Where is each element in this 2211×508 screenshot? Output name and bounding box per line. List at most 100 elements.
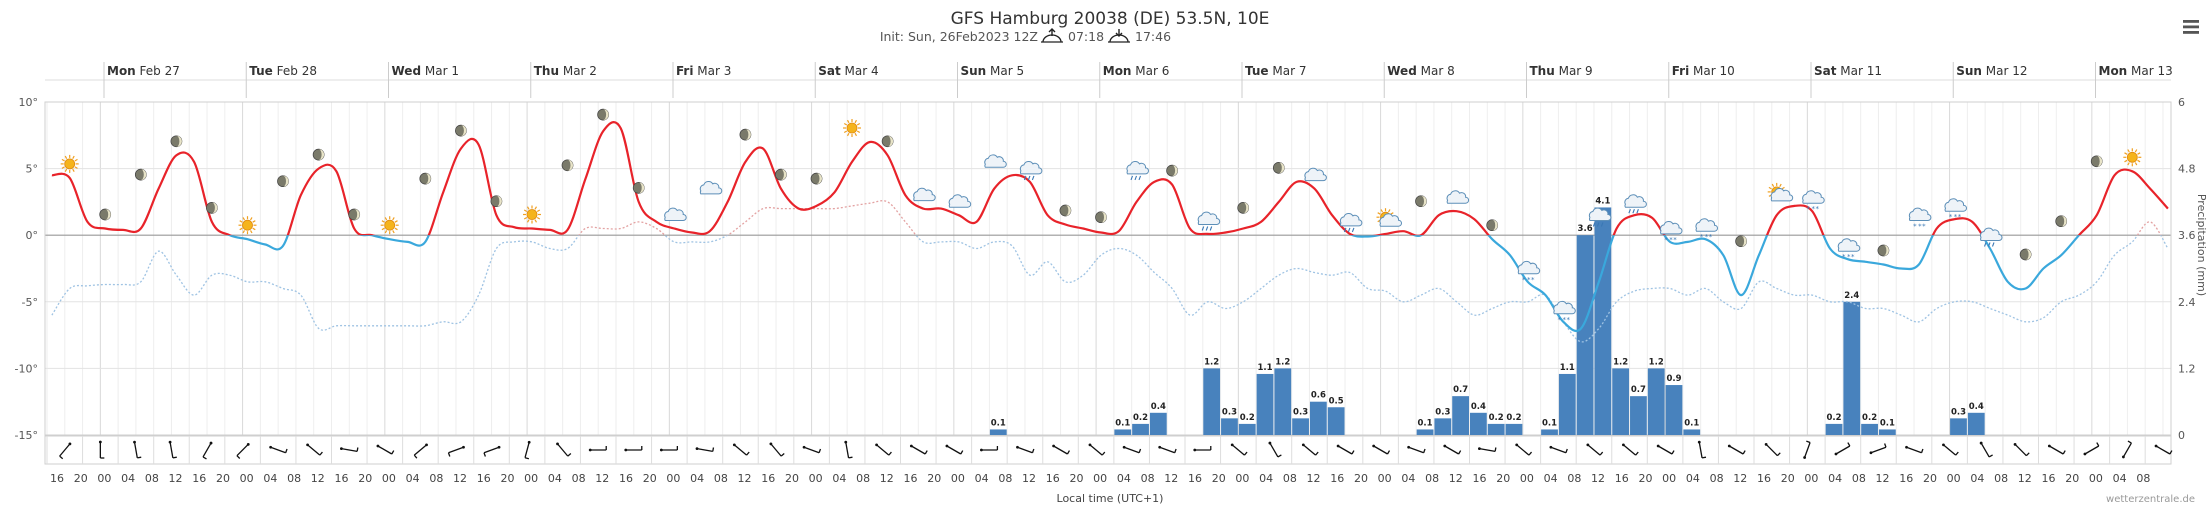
svg-text:*: * bbox=[1664, 236, 1668, 244]
svg-text:*: * bbox=[1669, 236, 1673, 244]
sun-icon bbox=[238, 216, 257, 235]
sunrise-icon bbox=[1041, 28, 1063, 43]
rain-cloud-icon bbox=[1624, 194, 1647, 214]
y-tick-left: 5° bbox=[26, 163, 39, 176]
precip-bar-label: 0.1 bbox=[1115, 418, 1130, 428]
hour-tick-label: 12 bbox=[1876, 472, 1890, 485]
precip-bar bbox=[1665, 385, 1683, 435]
cloud-icon bbox=[1304, 167, 1327, 182]
wind-barb bbox=[802, 445, 822, 454]
svg-text:*: * bbox=[1531, 276, 1535, 284]
svg-text:*: * bbox=[1847, 253, 1851, 261]
precip-bar bbox=[1878, 429, 1896, 435]
precip-bar-label: 4.1 bbox=[1595, 196, 1610, 206]
moon-icon bbox=[277, 175, 289, 188]
moon-icon bbox=[1877, 244, 1890, 257]
svg-text:*: * bbox=[1705, 233, 1709, 241]
snow-cloud-icon: * * * bbox=[1802, 190, 1825, 213]
precip-bar bbox=[1967, 412, 1985, 435]
wind-barb bbox=[1697, 440, 1707, 459]
hour-tick-label: 08 bbox=[1852, 472, 1866, 485]
wind-barb bbox=[1515, 443, 1533, 456]
hour-tick-label: 04 bbox=[1259, 472, 1273, 485]
svg-text:*: * bbox=[1851, 253, 1855, 261]
rain-cloud-icon bbox=[1588, 207, 1612, 227]
day-label: Fri Mar 10 bbox=[1672, 64, 1735, 78]
moon-icon bbox=[881, 135, 894, 148]
hour-tick-label: 20 bbox=[74, 472, 88, 485]
y-tick-right: 1.2 bbox=[2178, 362, 2196, 375]
wind-barb bbox=[133, 440, 142, 459]
precip-bar-label: 0.1 bbox=[1418, 418, 1433, 428]
sunrise-time: 07:18 bbox=[1068, 29, 1104, 44]
cloud-icon bbox=[664, 207, 687, 221]
moon-icon bbox=[170, 135, 183, 148]
hour-tick-label: 16 bbox=[1330, 472, 1344, 485]
wind-barb bbox=[376, 444, 395, 455]
hour-tick-label: 00 bbox=[1235, 472, 1249, 485]
hamburger-menu-icon[interactable] bbox=[2183, 20, 2199, 34]
precip-bar-label: 0.4 bbox=[1151, 402, 1166, 412]
svg-text:*: * bbox=[1815, 205, 1819, 213]
hour-tick-label: 04 bbox=[2113, 472, 2127, 485]
sun-icon bbox=[523, 205, 541, 224]
precip-bar-label: 0.7 bbox=[1453, 385, 1468, 395]
wind-barb bbox=[2122, 440, 2132, 459]
sunset-icon bbox=[1108, 29, 1130, 43]
hour-tick-label: 20 bbox=[1069, 472, 1083, 485]
wind-barb bbox=[59, 442, 72, 460]
svg-text:*: * bbox=[1842, 253, 1846, 261]
wind-barb bbox=[306, 443, 323, 456]
credit-text: wetterzentrale.de bbox=[2106, 494, 2195, 505]
y-tick-left: 0° bbox=[26, 229, 39, 242]
hour-tick-label: 20 bbox=[1496, 472, 1510, 485]
precip-bar bbox=[1274, 368, 1292, 435]
hour-tick-label: 00 bbox=[1662, 472, 1676, 485]
wind-barb bbox=[202, 441, 213, 460]
wind-barb bbox=[588, 446, 607, 452]
precip-bar-label: 0.2 bbox=[1826, 413, 1841, 423]
hour-tick-label: 16 bbox=[904, 472, 918, 485]
precip-bar bbox=[1487, 423, 1505, 435]
hour-tick-label: 12 bbox=[1164, 472, 1178, 485]
moon-icon bbox=[455, 124, 467, 137]
wind-barb bbox=[1764, 442, 1781, 457]
moon-icon bbox=[1166, 164, 1178, 177]
precip-bar-label: 0.1 bbox=[991, 418, 1006, 428]
precip-bar-label: 0.1 bbox=[1880, 418, 1895, 428]
svg-text:*: * bbox=[1913, 223, 1917, 231]
hour-tick-label: 04 bbox=[121, 472, 135, 485]
hour-tick-label: 08 bbox=[145, 472, 159, 485]
wind-barb bbox=[269, 445, 288, 454]
hour-tick-label: 08 bbox=[998, 472, 1012, 485]
sun-icon bbox=[380, 216, 399, 235]
precip-bar-label: 0.1 bbox=[1684, 418, 1699, 428]
wind-barb bbox=[1088, 443, 1106, 456]
precip-bar-label: 0.7 bbox=[1631, 385, 1646, 395]
wind-barb bbox=[98, 440, 105, 459]
hour-tick-label: 20 bbox=[1638, 472, 1652, 485]
hour-tick-label: 08 bbox=[1994, 472, 2008, 485]
wind-barb bbox=[1727, 444, 1746, 455]
sun-cloud-icon bbox=[1376, 208, 1402, 227]
precip-bar bbox=[1452, 396, 1469, 435]
precip-bar-label: 1.1 bbox=[1257, 363, 1272, 373]
svg-text:*: * bbox=[1922, 223, 1926, 231]
hour-tick-label: 08 bbox=[429, 472, 443, 485]
wind-barb bbox=[1052, 444, 1071, 455]
moon-icon bbox=[1095, 211, 1107, 224]
precip-bar-label: 1.2 bbox=[1275, 357, 1290, 367]
wind-barb bbox=[1122, 445, 1142, 454]
day-label: Wed Mar 1 bbox=[392, 64, 459, 78]
y-tick-left: -5° bbox=[22, 296, 38, 309]
moon-icon bbox=[1735, 235, 1747, 248]
hour-tick-label: 20 bbox=[927, 472, 941, 485]
moon-icon bbox=[99, 208, 112, 221]
wind-barb bbox=[1016, 445, 1035, 454]
sun-icon bbox=[2123, 148, 2142, 167]
precip-bar bbox=[1612, 368, 1630, 435]
precip-bar bbox=[1238, 423, 1256, 435]
day-header: Mon Feb 27 Tue Feb 28 Wed Mar 1 Thu Mar 2 Fr… bbox=[45, 62, 2173, 98]
hour-tick-label: 04 bbox=[1401, 472, 1415, 485]
